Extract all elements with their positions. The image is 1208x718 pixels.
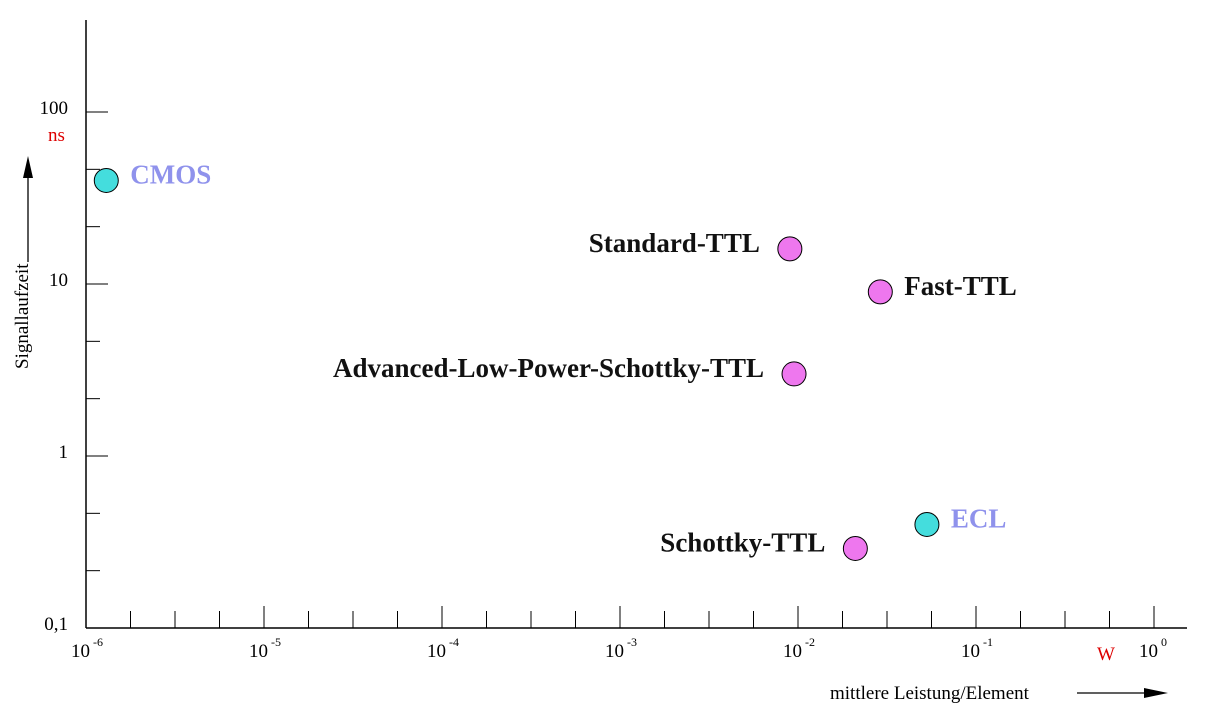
x-tick-label: 10 -1 [961, 635, 993, 662]
x-tick-exponent: 0 [1161, 635, 1167, 649]
data-point-label: Schottky-TTL [660, 527, 825, 557]
x-tick-base: 10 [605, 641, 624, 662]
y-tick-label: 1 [59, 442, 69, 463]
x-tick-exponent: -3 [627, 635, 637, 649]
x-unit-label: W [1097, 644, 1115, 665]
x-tick-exponent: -1 [983, 635, 993, 649]
y-axis-title-arrow-head [23, 156, 33, 178]
x-tick-base: 10 [783, 641, 802, 662]
y-tick-labels: 0,1 1 10 100 [40, 98, 69, 635]
x-tick-label: 10 0 [1139, 635, 1167, 662]
data-point-label: Standard-TTL [589, 228, 760, 258]
y-unit-label: ns [48, 125, 65, 146]
x-tick-base: 10 [71, 641, 90, 662]
data-point-label: CMOS [130, 159, 211, 189]
data-point-label: Fast-TTL [904, 271, 1017, 301]
x-tick-exponent: -2 [805, 635, 815, 649]
x-tick-label: 10 -4 [427, 635, 459, 662]
x-tick-base: 10 [427, 641, 446, 662]
x-axis-title-text: mittlere Leistung/Element [830, 683, 1030, 704]
y-tick-label: 100 [40, 98, 69, 119]
x-tick-exponent: -5 [271, 635, 281, 649]
points: CMOS Standard-TTL Fast-TTL Advanced-Low-Pow… [93, 159, 1017, 561]
data-point [93, 167, 119, 193]
x-tick-base: 10 [1139, 641, 1158, 662]
x-tick-exponent: -4 [449, 635, 459, 649]
data-point [781, 361, 807, 387]
x-tick-label: 10 -3 [605, 635, 637, 662]
y-axis-title-text: Signallaufzeit [12, 263, 33, 369]
data-point [867, 279, 893, 305]
y-axis-title: Signallaufzeit [12, 156, 33, 369]
data-point [842, 535, 868, 561]
axes [85, 20, 1187, 629]
x-tick-exponent: -6 [93, 635, 103, 649]
x-axis-title-arrow-head [1144, 688, 1168, 698]
data-point-label: ECL [951, 503, 1007, 533]
x-axis-title: mittlere Leistung/Element [830, 683, 1168, 704]
x-tick-label: 10 -5 [249, 635, 281, 662]
data-point-label: Advanced-Low-Power-Schottky-TTL [333, 353, 764, 383]
x-tick-base: 10 [961, 641, 980, 662]
y-tick-label: 10 [49, 270, 68, 291]
x-tick-label: 10 -6 [71, 635, 103, 662]
minor-ticks [86, 111, 1155, 628]
data-point [914, 511, 940, 537]
x-tick-base: 10 [249, 641, 268, 662]
y-tick-label: 0,1 [44, 614, 68, 635]
data-point [777, 236, 803, 262]
x-tick-labels: 10 -6 10 -5 10 -4 10 -3 10 -2 10 -1 10 0 [71, 635, 1167, 662]
x-tick-label: 10 -2 [783, 635, 815, 662]
